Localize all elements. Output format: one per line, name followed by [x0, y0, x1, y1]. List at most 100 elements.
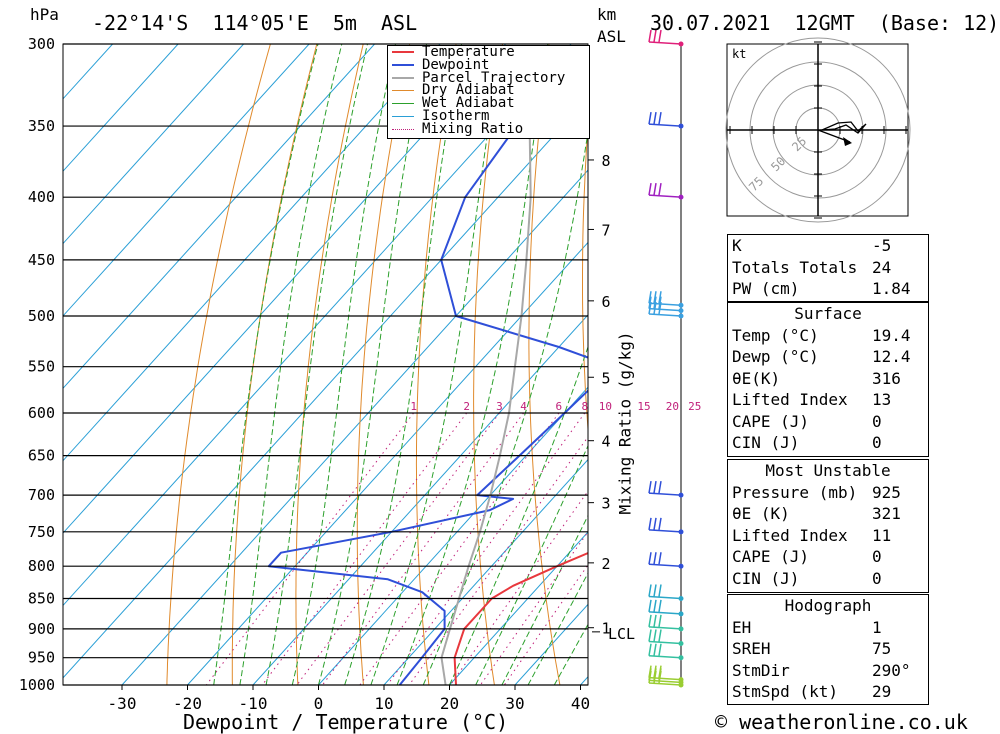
asl-label: ASL: [597, 27, 626, 46]
wet-adiabat-line: [345, 44, 462, 685]
isotherm-line: [0, 44, 375, 685]
wind-barb: [649, 612, 681, 614]
wet-adiabat-line: [240, 44, 342, 685]
mixing-ratio-label: 25: [688, 400, 701, 413]
legend: Temperature Dewpoint Parcel Trajectory D…: [387, 45, 590, 139]
wind-barb-flag: [649, 584, 651, 596]
height-tick-label: 4: [601, 433, 610, 451]
section-title: Most Unstable: [728, 460, 928, 482]
pressure-tick-label: 500: [28, 307, 55, 325]
height-tick-label: 2: [601, 555, 610, 573]
wind-barb: [649, 493, 681, 495]
wind-barb-flag: [659, 552, 661, 564]
wind-barb-flag: [654, 112, 656, 124]
pressure-tick-label: 450: [28, 251, 55, 269]
index-row: θE(K)316: [728, 368, 928, 390]
wind-barb-flag: [659, 518, 661, 530]
wind-barb-flag: [649, 615, 651, 627]
index-row: K-5: [728, 235, 928, 257]
wind-barb: [649, 309, 681, 311]
mixing-ratio-axis-label: Mixing Ratio (g/kg): [616, 331, 635, 514]
temp-tick-label: 30: [505, 694, 524, 713]
index-row: CAPE (J)0: [728, 411, 928, 433]
pressure-tick-label: 950: [28, 649, 55, 667]
wind-barb-flag: [659, 183, 661, 195]
legend-swatch: [392, 129, 414, 130]
mixing-ratio-label: 3: [496, 400, 503, 413]
dry-adiabat-line: [634, 44, 691, 685]
mixing-ratio-line: [504, 413, 695, 685]
pressure-tick-label: 750: [28, 523, 55, 541]
wind-barb-flag: [659, 615, 661, 627]
pressure-tick-label: 400: [28, 188, 55, 206]
dry-adiabat-line: [921, 44, 1000, 685]
wind-barb: [649, 124, 681, 126]
wind-barb: [649, 530, 681, 532]
mixing-ratio-line: [297, 413, 500, 685]
wind-barb-flag: [654, 584, 656, 596]
index-row: Temp (°C)19.4: [728, 325, 928, 347]
wind-barb: [649, 303, 681, 305]
dry-adiabat-line: [416, 44, 456, 685]
legend-swatch: [392, 90, 414, 91]
index-row: PW (cm)1.84: [728, 278, 928, 300]
legend-item-mixing-ratio: Mixing Ratio: [388, 123, 589, 136]
copyright[interactable]: © weatheronline.co.uk: [715, 710, 968, 734]
wind-barb: [649, 42, 681, 44]
hpa-label: hPa: [30, 5, 59, 24]
wind-barb-flag: [659, 600, 661, 612]
pressure-tick-label: 550: [28, 358, 55, 376]
wind-barb-flag: [654, 183, 656, 195]
index-row: Dewp (°C)12.4: [728, 346, 928, 368]
wet-adiabat-line: [397, 44, 548, 685]
dewpoint-line: [269, 44, 630, 685]
isotherm-line: [0, 44, 440, 685]
section-title: Surface: [728, 303, 928, 325]
lcl-label: LCL: [608, 625, 635, 643]
pressure-tick-label: 800: [28, 557, 55, 575]
wind-barb-flag: [649, 600, 651, 612]
wind-barb-flag: [654, 481, 656, 493]
hodograph-unit: kt: [732, 47, 746, 61]
wind-barb: [649, 596, 681, 598]
x-axis-title: Dewpoint / Temperature (°C): [183, 710, 508, 734]
mixing-ratio-label: 6: [556, 400, 563, 413]
mixing-ratio-line: [262, 413, 466, 685]
wind-barb: [649, 195, 681, 197]
wind-barb-flag: [649, 183, 651, 195]
temp-tick-label: -30: [108, 694, 137, 713]
legend-label: Mixing Ratio: [422, 123, 523, 136]
wind-barb-flag: [649, 112, 651, 124]
wind-barb: [649, 314, 681, 316]
wind-barb-flag: [649, 644, 651, 656]
wind-barb-flag: [659, 481, 661, 493]
pressure-tick-label: 850: [28, 589, 55, 607]
wind-barb: [649, 564, 681, 566]
legend-swatch: [392, 64, 414, 66]
mixing-ratio-label: 8: [581, 400, 588, 413]
mixing-ratio-line: [323, 413, 524, 685]
wind-barb-flag: [649, 518, 651, 530]
wind-barb-flag: [659, 644, 661, 656]
pressure-tick-label: 900: [28, 620, 55, 638]
km-label: km: [597, 5, 616, 24]
pressure-tick-label: 1000: [19, 676, 55, 694]
legend-swatch: [392, 77, 414, 79]
wind-barb-flag: [654, 600, 656, 612]
wind-barb-flag: [654, 615, 656, 627]
wind-barb: [649, 627, 681, 629]
height-tick-label: 3: [601, 495, 610, 513]
location-title: -22°14'S 114°05'E 5m ASL: [92, 11, 417, 35]
isotherm-line: [0, 44, 113, 685]
wind-barb-flag: [654, 644, 656, 656]
isotherm-line: [0, 44, 178, 685]
wind-barb-flag: [649, 481, 651, 493]
wet-adiabat-line: [423, 44, 601, 685]
index-row: CAPE (J)0: [728, 546, 928, 568]
wind-barb: [649, 683, 681, 685]
